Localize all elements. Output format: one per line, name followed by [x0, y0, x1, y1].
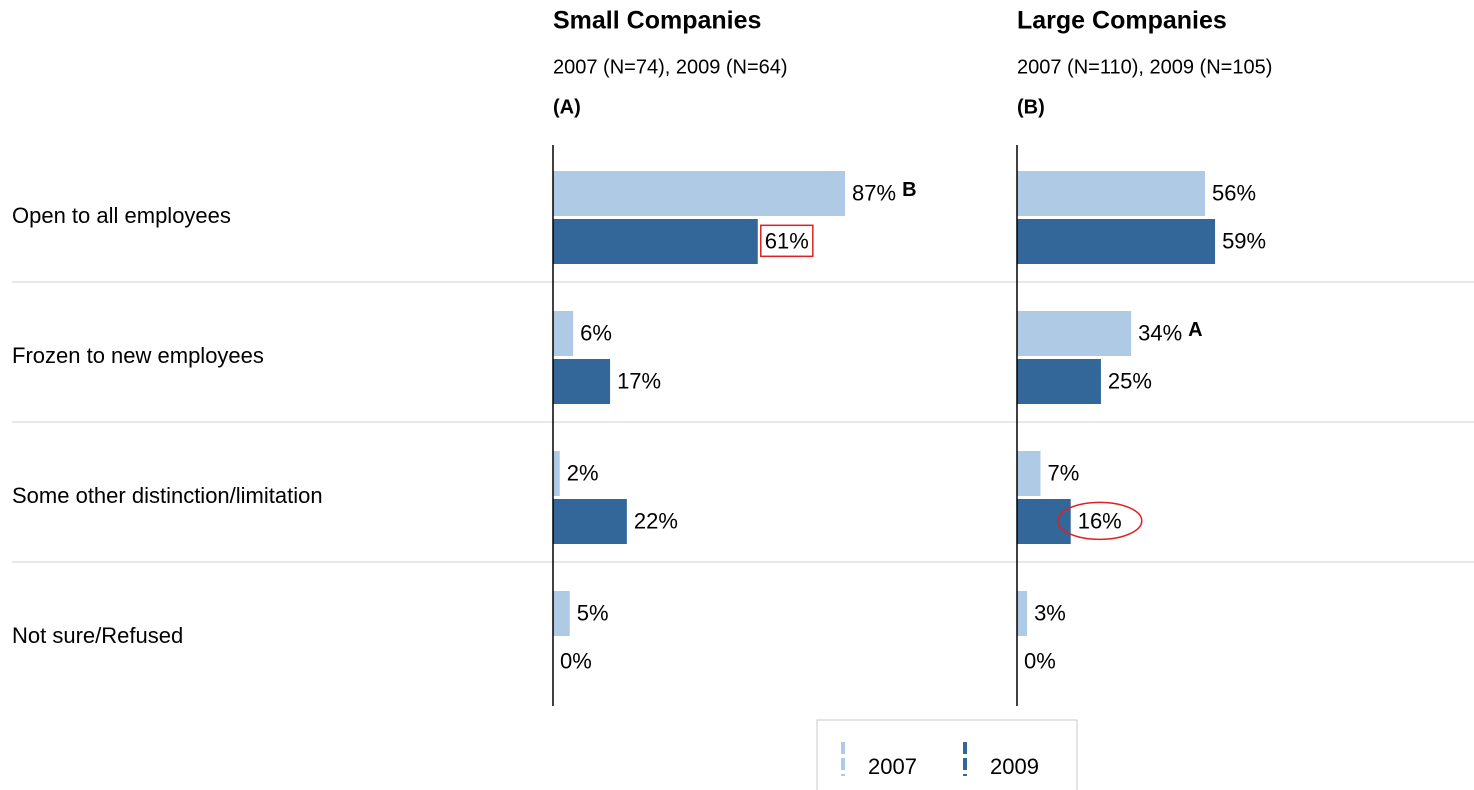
bar — [1017, 219, 1216, 264]
bar — [553, 499, 627, 544]
value-label: 0% — [560, 648, 592, 673]
legend-label: 2007 — [868, 754, 917, 779]
group-label: (A) — [553, 96, 581, 118]
value-label: 59% — [1222, 228, 1266, 253]
value-label: 7% — [1047, 460, 1079, 485]
value-label: 56% — [1212, 180, 1256, 205]
bar — [553, 219, 758, 264]
legend-label: 2009 — [990, 754, 1039, 779]
value-label: 2% — [567, 460, 599, 485]
value-label: 6% — [580, 320, 612, 345]
highlight-box — [760, 224, 814, 258]
value-label: 34% — [1138, 320, 1182, 345]
bar — [553, 311, 574, 356]
value-label: 22% — [634, 508, 678, 533]
value-label: 87% — [852, 180, 896, 205]
group-label: (B) — [1017, 96, 1045, 118]
panel-title: Large Companies — [1017, 7, 1227, 35]
bar — [553, 591, 570, 636]
value-label: 25% — [1108, 368, 1152, 393]
significance-letter: B — [902, 179, 916, 201]
panel-subtitle: 2007 (N=110), 2009 (N=105) — [1017, 56, 1272, 78]
value-label: 3% — [1034, 600, 1066, 625]
bar — [553, 451, 560, 496]
category-label: Not sure/Refused — [12, 623, 183, 648]
legend-box — [816, 719, 1078, 790]
bar — [1017, 591, 1028, 636]
category-label: Some other distinction/limitation — [12, 483, 323, 508]
value-label: 16% — [1078, 508, 1122, 533]
bar — [1017, 451, 1041, 496]
value-label: 0% — [1024, 648, 1056, 673]
bar — [1017, 359, 1101, 404]
bar — [1017, 171, 1205, 216]
value-label: 5% — [577, 600, 609, 625]
panel-subtitle: 2007 (N=74), 2009 (N=64) — [553, 56, 788, 78]
bar — [553, 359, 611, 404]
value-label: 61% — [765, 228, 809, 253]
value-label: 17% — [617, 368, 661, 393]
highlight-ellipse — [1056, 501, 1143, 541]
bar — [1017, 311, 1132, 356]
bar — [553, 171, 846, 216]
significance-letter: A — [1188, 319, 1202, 341]
bar — [1017, 499, 1071, 544]
category-label: Open to all employees — [12, 203, 231, 228]
panel-title: Small Companies — [553, 7, 761, 35]
category-label: Frozen to new employees — [12, 343, 264, 368]
